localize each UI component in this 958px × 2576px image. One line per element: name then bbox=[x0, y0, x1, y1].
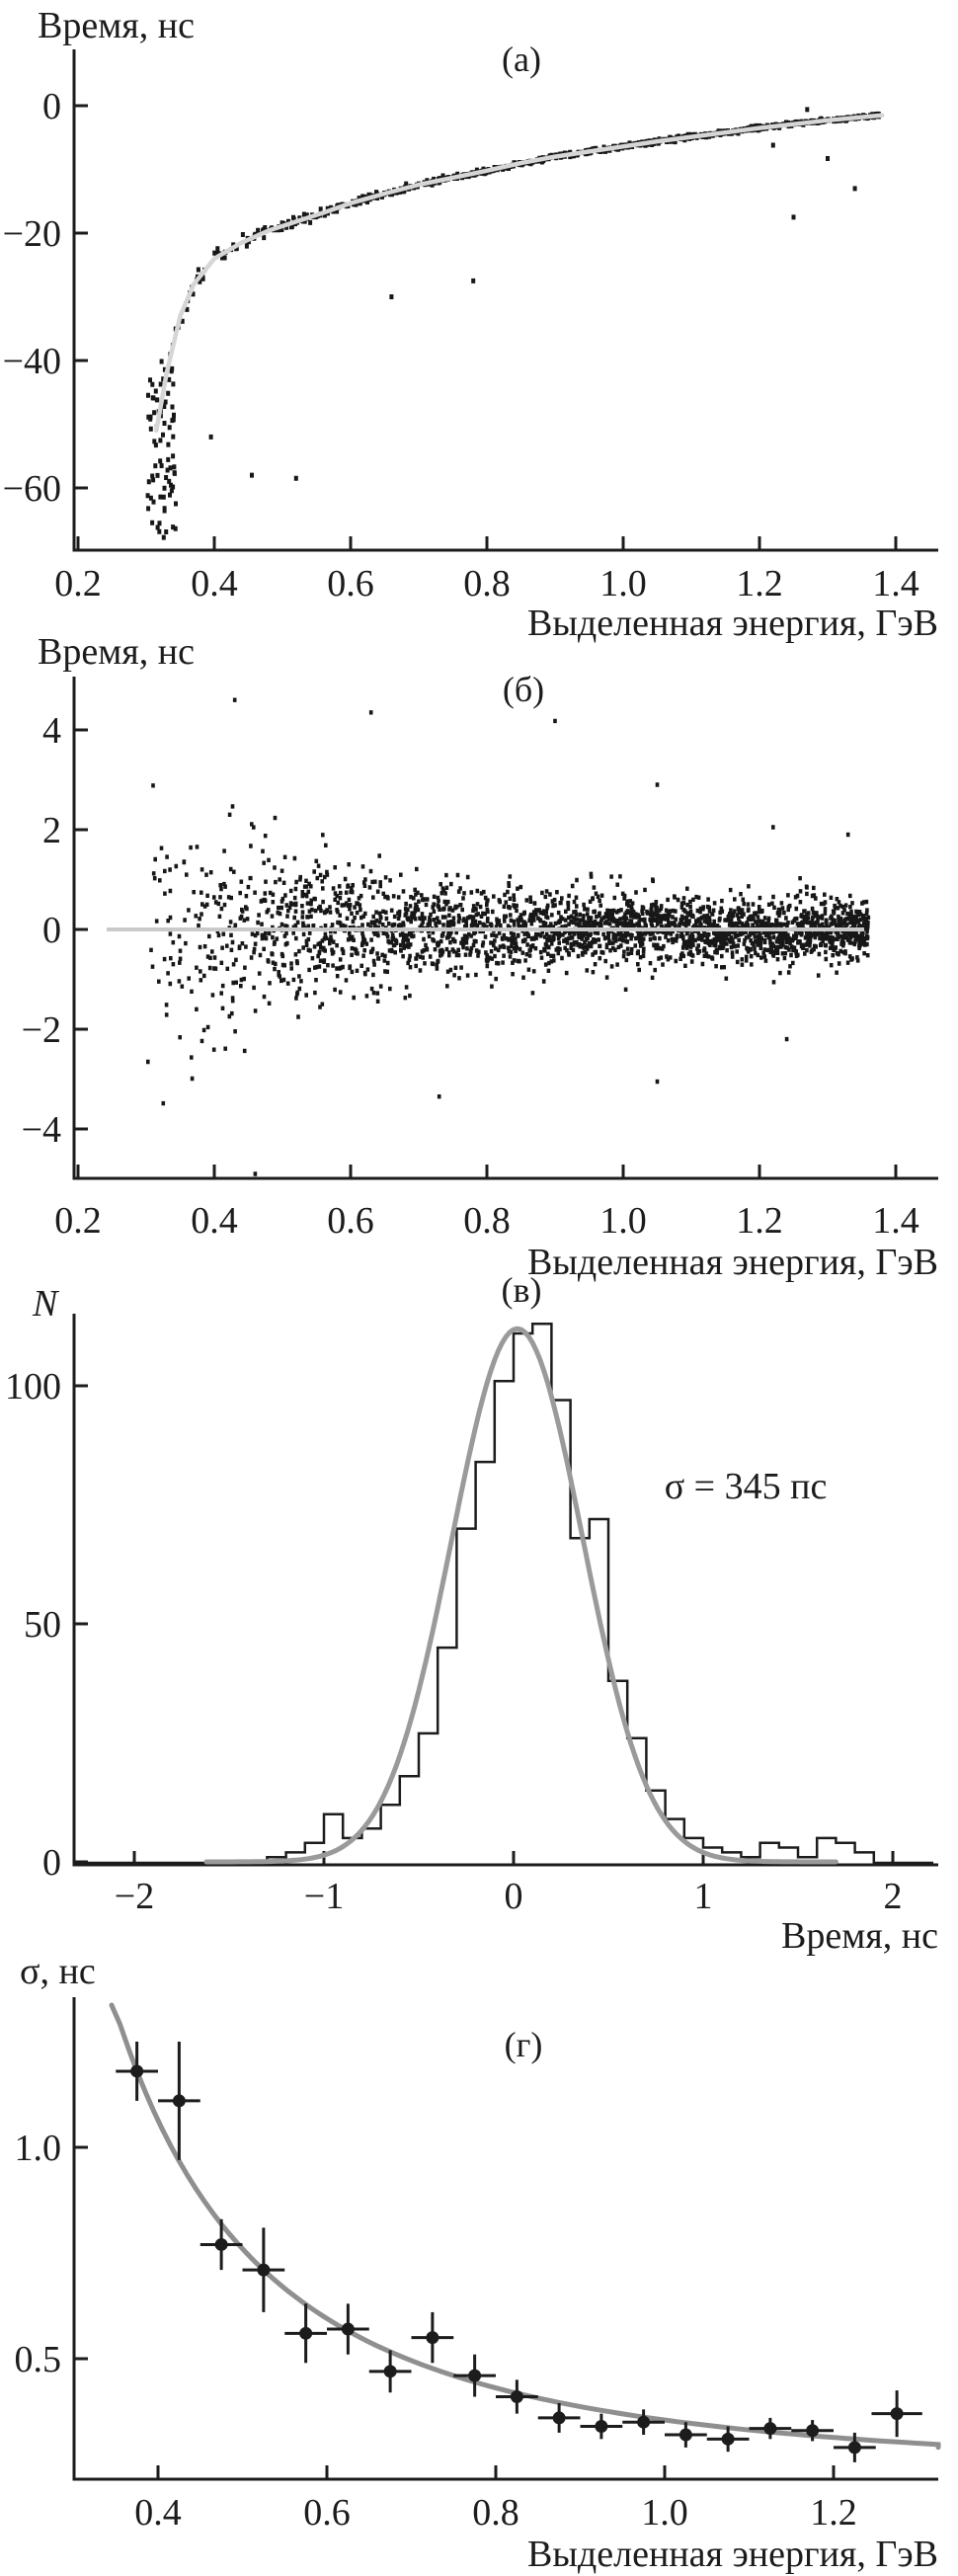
panel-d-y-tick-label: 0.5 bbox=[15, 2339, 62, 2380]
panel-d-x-tick-label: 0.4 bbox=[134, 2492, 182, 2534]
panel-c-histogram-steps bbox=[79, 1323, 933, 1865]
panel-d-data-point bbox=[426, 2331, 439, 2345]
panel-d-data-point bbox=[679, 2428, 692, 2442]
panel-c-x-tick-label: 2 bbox=[884, 1876, 903, 1917]
panel-b-y-tick-label: −2 bbox=[22, 1009, 61, 1051]
panel-b-letter: (б) bbox=[503, 670, 544, 709]
panel-c-gaussian-fit-curve bbox=[203, 1326, 838, 1865]
panel-a-x-tick-label: 1.0 bbox=[599, 563, 647, 604]
panel-c-x-tick-label: 1 bbox=[694, 1876, 713, 1917]
panel-d-x-tick-label: 0.6 bbox=[303, 2492, 351, 2534]
panel-a-scatter bbox=[145, 107, 885, 540]
panel-a-x-tick-label: 0.6 bbox=[327, 563, 374, 604]
panel-c-x-tick-label: −1 bbox=[304, 1876, 344, 1917]
panel-d-data-point bbox=[806, 2424, 820, 2438]
panel-c-y-tick-label: 0 bbox=[42, 1842, 61, 1884]
panel-b-y-tick-label: 4 bbox=[42, 710, 61, 752]
panel-d-axes bbox=[72, 1997, 938, 2481]
panel-d-errorbar-plot bbox=[109, 2002, 941, 2462]
panel-a-x-tick-label: 0.8 bbox=[463, 563, 511, 604]
panel-a-x-tick-label: 0.4 bbox=[191, 563, 238, 604]
panel-b-data-points bbox=[146, 697, 871, 1176]
panel-a-y-tick-label: −40 bbox=[3, 341, 61, 382]
panel-d-data-point bbox=[130, 2064, 144, 2078]
panel-d-data-point bbox=[763, 2422, 777, 2436]
panel-b-x-tick-label: 0.2 bbox=[54, 1200, 102, 1242]
panel-a-x-tick-label: 0.2 bbox=[54, 563, 102, 604]
panel-c-letter: (в) bbox=[502, 1270, 542, 1310]
panel-d-data-point bbox=[299, 2326, 313, 2340]
panel-a-y-axis-title: Время, нс bbox=[38, 5, 195, 46]
panel-d-x-tick-label: 0.8 bbox=[472, 2492, 519, 2534]
panel-d-data-point bbox=[890, 2407, 904, 2421]
panel-b-y-tick-label: 2 bbox=[42, 810, 61, 851]
tick-labels-layer: 0.2 0.4 0.6 0.8 1.0 1.2 1.40−20−40−600.2 0.4 0.6… bbox=[3, 86, 919, 2534]
panel-d-data-point bbox=[468, 2369, 482, 2382]
panel-c-x-axis-title: Время, нс bbox=[781, 1915, 938, 1957]
panel-b-x-axis-title: Выделенная энергия, ГэВ bbox=[527, 1242, 938, 1283]
panel-d-y-tick-label: 1.0 bbox=[15, 2128, 62, 2169]
panel-b-scatter bbox=[107, 697, 871, 1176]
panel-d-data-point bbox=[341, 2322, 355, 2336]
panel-d-x-tick-label: 1.0 bbox=[641, 2492, 688, 2534]
panel-b-x-tick-label: 1.2 bbox=[736, 1200, 783, 1242]
panel-d-data-point bbox=[172, 2094, 186, 2108]
panel-c-x-tick-label: 0 bbox=[505, 1876, 523, 1917]
panel-b-x-tick-label: 0.6 bbox=[327, 1200, 374, 1242]
panel-a-x-axis-title: Выделенная энергия, ГэВ bbox=[527, 603, 938, 644]
panel-c-axes bbox=[72, 1314, 938, 1867]
panel-d-data-point bbox=[637, 2415, 651, 2429]
panel-a-y-tick-label: −20 bbox=[3, 213, 61, 255]
panel-b-x-tick-label: 1.0 bbox=[599, 1200, 647, 1242]
panel-b-y-tick-label: −4 bbox=[22, 1109, 61, 1151]
sigma-annotation: σ = 345 пс bbox=[665, 1466, 828, 1507]
panel-a-x-tick-label: 1.2 bbox=[736, 563, 783, 604]
panel-a-data-points bbox=[145, 107, 881, 540]
panel-d-data-point bbox=[510, 2390, 523, 2404]
panel-b-x-tick-label: 0.4 bbox=[191, 1200, 238, 1242]
panel-d-data-point bbox=[257, 2263, 271, 2277]
panel-d-data-point bbox=[595, 2419, 608, 2433]
panel-c-y-axis-title: N bbox=[32, 1283, 60, 1325]
panel-d-data-point bbox=[214, 2237, 228, 2251]
panel-a-x-tick-label: 1.4 bbox=[872, 563, 919, 604]
panel-c-histogram bbox=[79, 1323, 933, 1865]
panel-b-x-tick-label: 1.4 bbox=[872, 1200, 919, 1242]
panel-b-y-axis-title: Время, нс bbox=[38, 631, 195, 673]
panel-a-y-tick-label: 0 bbox=[42, 86, 61, 127]
panel-a-y-tick-label: −60 bbox=[3, 468, 61, 510]
panel-d-data-point bbox=[721, 2432, 735, 2446]
panel-d-x-axis-title: Выделенная энергия, ГэВ bbox=[527, 2534, 938, 2575]
axes-layer bbox=[72, 49, 938, 2481]
panel-d-data-point bbox=[552, 2411, 566, 2425]
panel-d-data-point bbox=[383, 2365, 397, 2378]
panel-d-y-axis-title: σ, нс bbox=[20, 1951, 96, 1992]
panel-c-y-tick-label: 50 bbox=[24, 1604, 61, 1646]
panel-a-axes bbox=[72, 49, 938, 552]
panel-a-fit-curve bbox=[154, 113, 885, 434]
panel-c-x-tick-label: −2 bbox=[115, 1876, 154, 1917]
panel-d-data-point bbox=[847, 2441, 861, 2455]
panel-d-x-tick-label: 1.2 bbox=[810, 2492, 857, 2534]
panel-b-axes bbox=[72, 677, 938, 1180]
panel-d-letter: (г) bbox=[505, 2025, 543, 2064]
panel-b-x-tick-label: 0.8 bbox=[463, 1200, 511, 1242]
panel-d-fit-curve bbox=[109, 2002, 941, 2451]
panel-c-y-tick-label: 100 bbox=[5, 1366, 61, 1408]
panel-b-y-tick-label: 0 bbox=[42, 910, 61, 951]
panel-a-letter: (а) bbox=[502, 40, 541, 79]
